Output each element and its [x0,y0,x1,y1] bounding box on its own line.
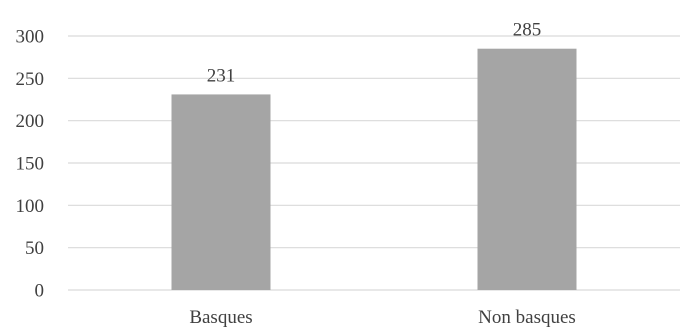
x-axis-tick-labels: Basques Non basques [189,307,575,328]
y-tick-label: 50 [25,238,44,259]
y-axis-tick-labels: 0 50 100 150 200 250 300 [16,27,45,302]
data-label: 285 [513,20,542,41]
y-tick-label: 300 [16,27,45,48]
gridlines [68,35,680,291]
bars [171,48,577,291]
y-tick-label: 250 [16,69,45,90]
bar-basques [171,94,271,290]
x-tick-label: Non basques [478,307,576,328]
y-tick-label: 200 [16,111,45,132]
y-tick-label: 100 [16,196,45,217]
bar-non-basques [477,48,577,291]
y-tick-label: 0 [35,281,45,302]
y-tick-label: 150 [16,154,45,175]
data-label: 231 [207,65,236,86]
x-tick-label: Basques [189,307,252,328]
data-labels: 231 285 [207,20,542,87]
